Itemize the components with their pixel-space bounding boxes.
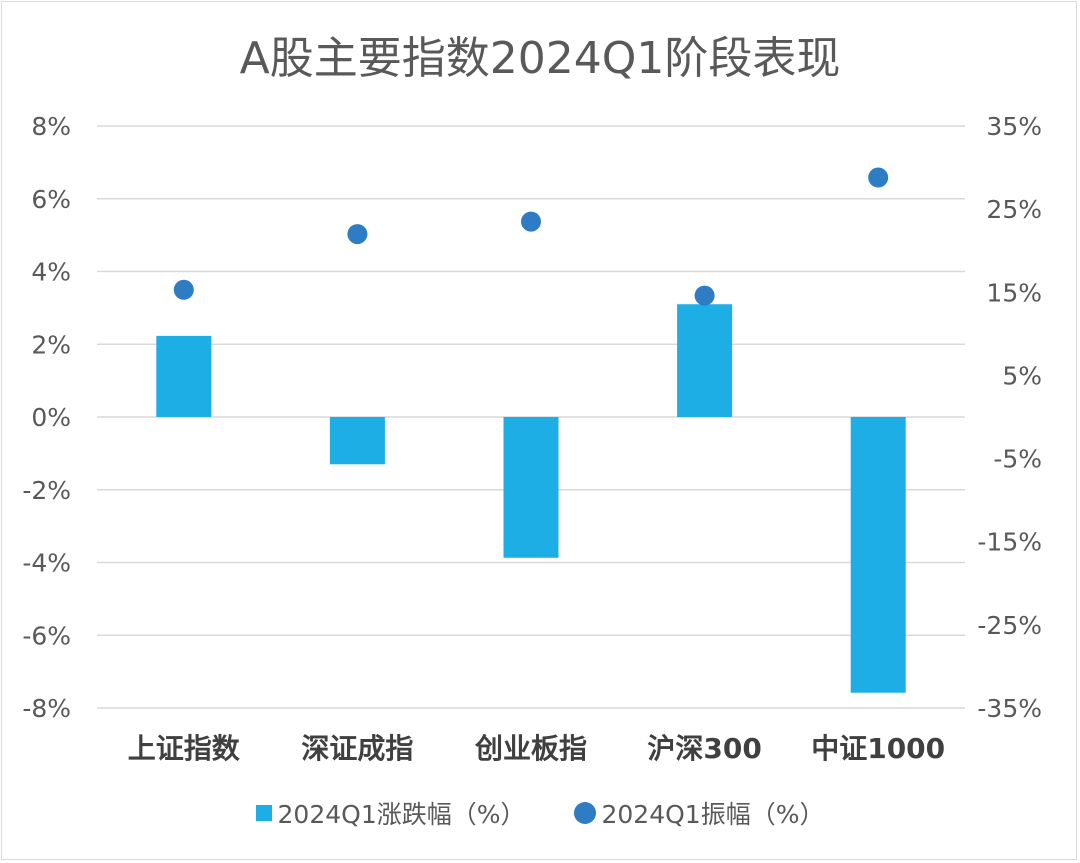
- legend-label-change: 2024Q1涨跌幅（%）: [277, 800, 526, 829]
- scatter-point: [347, 224, 368, 245]
- left-axis-tick-label: 6%: [31, 185, 71, 214]
- bar: [677, 304, 733, 417]
- left-axis-tick-label: -2%: [22, 476, 71, 505]
- left-axis-tick-label: -4%: [22, 549, 71, 578]
- bar: [156, 335, 212, 417]
- scatter-point: [173, 279, 194, 300]
- right-axis-tick-label: -5%: [993, 445, 1042, 474]
- right-axis-tick-label: 35%: [986, 112, 1042, 141]
- right-axis-tick-label: 25%: [986, 195, 1042, 224]
- legend-swatch-dot: [573, 802, 596, 824]
- category-label: 深证成指: [301, 732, 413, 765]
- right-axis-tick-label: -25%: [977, 611, 1042, 640]
- left-axis-tick-label: -6%: [22, 621, 71, 650]
- scatter-point: [521, 211, 541, 232]
- category-label: 上证指数: [128, 732, 241, 765]
- bar: [850, 417, 906, 693]
- chart-title: A股主要指数2024Q1阶段表现: [239, 33, 841, 84]
- right-axis-tick-label: -35%: [977, 694, 1042, 723]
- left-axis-tick-label: 2%: [31, 330, 71, 359]
- category-label: 中证1000: [811, 732, 945, 765]
- left-axis-tick-label: 0%: [31, 403, 71, 432]
- scatter-point: [694, 285, 715, 306]
- category-label: 创业板指: [474, 732, 587, 765]
- left-axis-tick-label: 4%: [31, 258, 71, 287]
- legend-item-change: 2024Q1涨跌幅（%）: [255, 795, 526, 831]
- left-axis-tick-label: -8%: [22, 694, 71, 723]
- legend-swatch-bar: [255, 805, 272, 821]
- right-axis-tick-label: 15%: [986, 278, 1042, 307]
- legend: 2024Q1涨跌幅（%） 2024Q1振幅（%）: [0, 795, 1080, 831]
- bar: [329, 417, 385, 465]
- bar: [503, 417, 559, 558]
- legend-label-amplitude: 2024Q1振幅（%）: [601, 800, 825, 829]
- legend-item-amplitude: 2024Q1振幅（%）: [573, 795, 825, 831]
- left-axis-tick-label: 8%: [31, 112, 71, 141]
- scatter-point: [868, 167, 889, 188]
- category-label: 沪深300: [647, 732, 761, 765]
- right-axis-tick-label: 5%: [1002, 361, 1042, 390]
- right-axis-tick-label: -15%: [977, 528, 1042, 557]
